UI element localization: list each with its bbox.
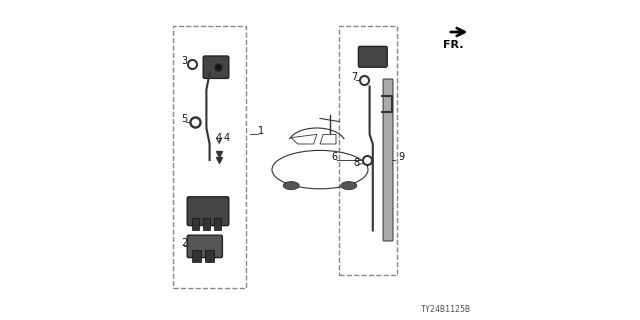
Text: 2: 2 (181, 238, 187, 248)
FancyBboxPatch shape (187, 197, 229, 226)
Text: 9: 9 (398, 152, 404, 162)
Text: 4: 4 (216, 133, 222, 143)
Text: 8: 8 (354, 158, 360, 168)
Bar (205, 250, 214, 262)
Text: TY24B1125B: TY24B1125B (420, 305, 470, 314)
Text: FR.: FR. (443, 40, 464, 50)
Text: 7: 7 (351, 72, 358, 82)
Bar (214, 218, 221, 230)
Ellipse shape (340, 182, 357, 189)
Bar (173, 26, 246, 288)
FancyBboxPatch shape (204, 56, 229, 78)
Bar (339, 26, 397, 275)
Bar (192, 218, 199, 230)
Text: 4: 4 (223, 133, 230, 143)
FancyBboxPatch shape (187, 235, 223, 258)
Text: 3: 3 (182, 56, 188, 66)
Text: 6: 6 (332, 152, 337, 162)
Ellipse shape (284, 182, 300, 189)
Bar (204, 218, 210, 230)
FancyBboxPatch shape (383, 79, 393, 241)
Text: 1: 1 (258, 126, 264, 136)
Text: 5: 5 (181, 114, 187, 124)
Bar (192, 250, 201, 262)
FancyBboxPatch shape (358, 46, 387, 67)
